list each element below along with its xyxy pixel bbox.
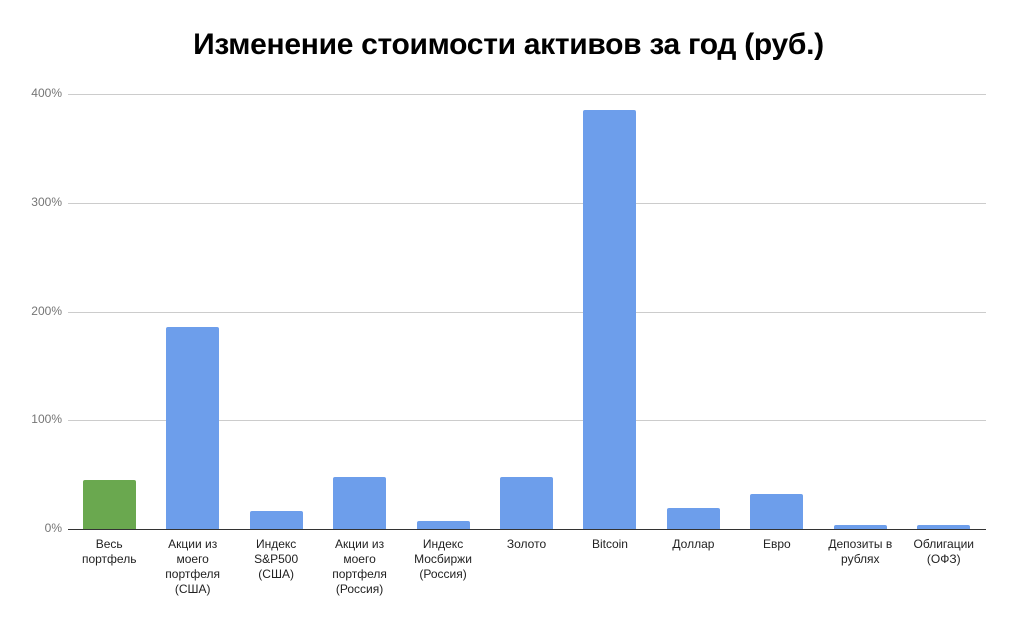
- x-axis-line: [68, 529, 986, 530]
- y-tick-label: 300%: [31, 194, 62, 209]
- x-tick-label-line: портфеля: [332, 567, 387, 581]
- bar-3[interactable]: [333, 476, 387, 529]
- x-tick-label-line: Весь: [95, 537, 123, 551]
- x-tick-label: Индекс S&P500 (США): [236, 537, 316, 582]
- bar-6[interactable]: [583, 110, 637, 529]
- bar-10[interactable]: [917, 524, 971, 529]
- gridline: [68, 311, 986, 313]
- x-tick-label-line: Индекс: [255, 537, 297, 551]
- x-tick-label-line: (США): [258, 567, 294, 581]
- x-tick-label: Доллар: [653, 537, 733, 552]
- x-tick-label: Евро: [737, 537, 817, 552]
- x-tick-label: Акции из моего портфеля (Россия): [320, 537, 400, 597]
- x-tick-label-line: Доллар: [672, 537, 715, 551]
- x-tick-label-line: Депозиты в: [828, 537, 893, 551]
- x-tick-label-line: S&P500: [254, 552, 299, 566]
- y-tick-label: 100%: [31, 412, 62, 427]
- x-tick-label-line: Акции из: [168, 537, 218, 551]
- x-tick-label: Акции из моего портфеля (США): [153, 537, 233, 597]
- x-tick-label-line: моего: [343, 552, 376, 566]
- x-tick-label: Депозиты в рублях: [820, 537, 900, 567]
- bar-4[interactable]: [416, 521, 470, 529]
- x-tick-label-line: портфеля: [165, 567, 221, 581]
- x-tick-label-line: Акции из: [335, 537, 385, 551]
- x-tick-label-line: Евро: [762, 537, 791, 551]
- plot-area: [68, 94, 986, 530]
- x-tick-label-line: (США): [174, 582, 211, 596]
- gridline: [68, 420, 986, 422]
- bar-2[interactable]: [249, 510, 303, 529]
- x-tick-label-line: портфель: [81, 552, 137, 566]
- gridline: [68, 94, 986, 95]
- x-tick-label-line: (Россия): [335, 582, 384, 596]
- x-tick-label: Золото: [487, 537, 567, 552]
- bar-5[interactable]: [500, 476, 553, 529]
- bar-9[interactable]: [833, 524, 887, 529]
- bar-8[interactable]: [750, 494, 804, 529]
- y-tick-label: 400%: [31, 86, 62, 100]
- gridline: [68, 202, 986, 204]
- x-tick-label: Облигации (ОФЗ): [904, 537, 984, 567]
- y-tick-label: 200%: [31, 303, 62, 318]
- x-tick-label-line: Мосбиржи: [414, 552, 472, 566]
- x-tick-label-line: (ОФЗ): [926, 552, 961, 566]
- x-tick-label-line: Индекс: [422, 537, 464, 551]
- x-tick-label: Весь портфель: [69, 537, 149, 567]
- x-tick-label-line: Bitcoin: [591, 537, 628, 551]
- x-tick-label: Bitcoin: [570, 537, 650, 552]
- x-tick-label-line: Облигации: [913, 537, 974, 551]
- bar-0[interactable]: [82, 480, 136, 529]
- bar-7[interactable]: [666, 508, 720, 529]
- x-tick-label-line: Золото: [506, 537, 547, 551]
- x-tick-label: Индекс Мосбиржи (Россия): [403, 537, 483, 582]
- x-tick-label-line: (Россия): [419, 567, 467, 581]
- chart-title: Изменение стоимости активов за год (руб.…: [193, 28, 824, 61]
- y-tick-label: 0%: [44, 521, 62, 535]
- x-tick-label-line: рублях: [841, 552, 880, 566]
- bar-1[interactable]: [166, 326, 220, 529]
- x-tick-label-line: моего: [176, 552, 209, 566]
